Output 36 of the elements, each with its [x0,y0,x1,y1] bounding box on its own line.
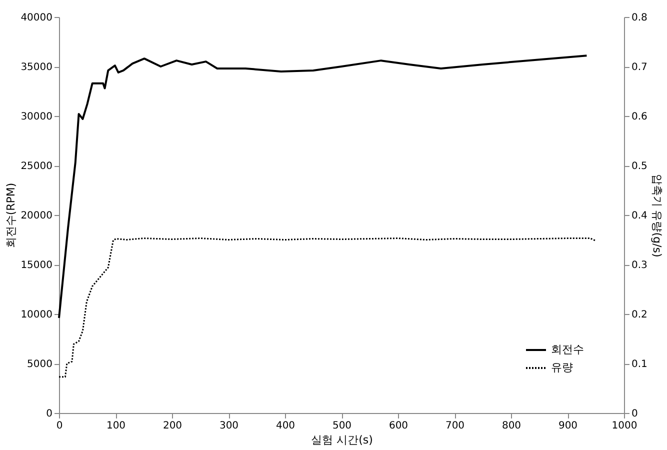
y-tick-label: 15000 [20,260,52,271]
x-tick-label: 900 [558,420,578,432]
y2-tick-label: 0.4 [632,210,648,222]
y-tick-label: 10000 [20,310,52,320]
line-series [58,238,596,378]
x-tick-label: 500 [332,420,352,432]
x-tick-label: 1000 [612,420,638,432]
y2-tick-label: 0.3 [632,260,648,271]
legend-label: 회전수 [551,343,584,356]
legend-label: 유량 [551,361,573,374]
y-axis-title: 회전수(RPM) [4,182,18,248]
x-tick-label: 0 [56,420,63,432]
y-tick-label: 0 [46,408,52,420]
y2-axis-title: 압축기 유량(g/s) [650,174,664,258]
x-tick-label: 300 [219,420,239,432]
y2-tick-label: 0.7 [632,62,648,73]
y2-tick-label: 0.5 [632,161,648,172]
y2-tick-label: 0.8 [632,12,648,24]
x-tick-label: 400 [276,420,296,432]
y-tick-label: 25000 [20,161,52,172]
y-tick-label: 5000 [27,359,52,370]
x-tick-label: 100 [106,420,126,432]
x-tick-label: 600 [388,420,408,432]
y-tick-label: 20000 [20,210,52,222]
y2-tick-label: 0.1 [632,359,648,370]
y2-tick-label: 0.2 [632,310,648,320]
y-tick-label: 35000 [20,62,52,73]
y2-tick-label: 0.6 [632,112,648,122]
line-series [58,54,588,319]
x-tick-label: 700 [445,420,465,432]
x-tick-label: 200 [162,420,182,432]
y-tick-label: 40000 [20,12,52,24]
y-tick-label: 30000 [20,112,52,122]
x-tick-label: 800 [502,420,522,432]
x-axis-title: 실험 시간(s) [311,434,373,446]
y2-tick-label: 0 [632,408,638,420]
